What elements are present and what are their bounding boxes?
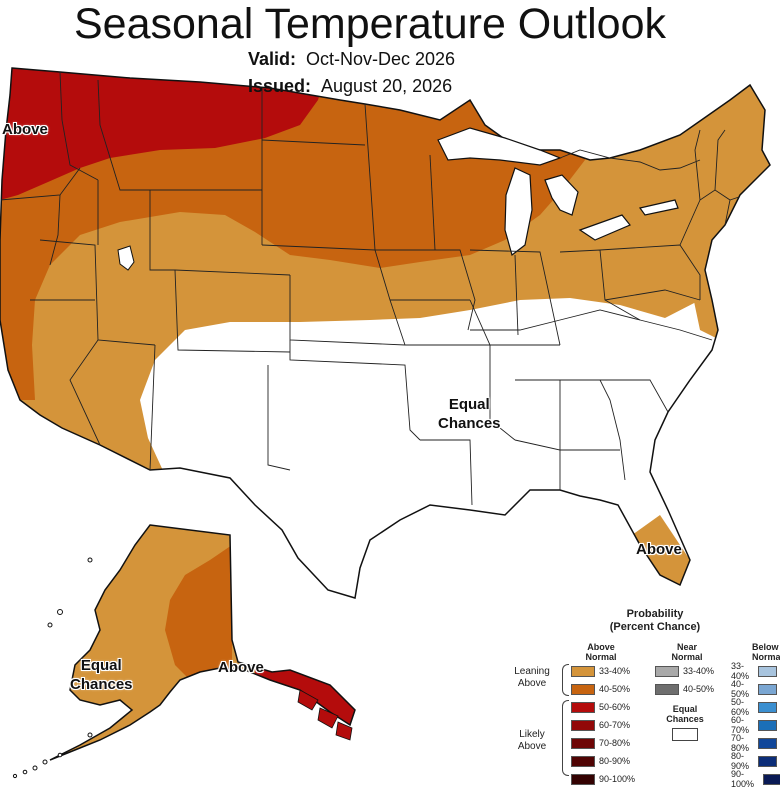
legend-above-label: 40-50% [599,684,631,694]
page-title: Seasonal Temperature Outlook [73,0,666,48]
legend-above-row: 60-70% [571,719,630,731]
legend-near-header: Near Normal [671,642,703,662]
legend-above-swatch [571,665,595,677]
legend-above-swatch [571,701,595,713]
map-label-above-alaska: Above [218,659,264,676]
legend-above-swatch [571,719,595,731]
legend-below-swatch [758,683,778,695]
valid-label: Valid: [248,49,297,69]
legend-below-label: 70-80% [731,733,750,753]
legend-above-swatch [571,773,595,785]
legend-near-swatch [655,665,679,677]
legend-below-row: 70-80% [731,733,780,753]
legend-near-swatch [655,683,679,695]
legend-above-label: 60-70% [599,720,631,730]
map-label-above-florida: Above [636,541,682,558]
legend-near-row: 33-40% [655,665,714,677]
legend-above-swatch [571,737,595,749]
legend-below-row: 80-90% [731,751,780,771]
legend-near-label: 40-50% [683,684,715,694]
legend-title: Probability (Percent Chance) [609,608,701,633]
legend-above-header: Above Normal [585,642,617,662]
legend-equal-chances-swatch [672,728,698,741]
legend-below-label: 50-60% [731,697,750,717]
legend-below-swatch [758,755,778,767]
legend-below-swatch [758,665,778,677]
legend-above-label: 33-40% [599,666,631,676]
legend-above-swatch [571,755,595,767]
legend-below-label: 90-100% [731,769,755,789]
map-label-equal-chances-alaska: Equal Chances [70,657,133,693]
issued-label: Issued: [248,76,312,96]
legend-below-label: 40-50% [731,679,750,699]
legend-brace-leaning [562,664,569,696]
legend-below-swatch [758,737,778,749]
legend-below-swatch [758,701,778,713]
legend-above-row: 50-60% [571,701,630,713]
valid-value: Oct-Nov-Dec 2026 [306,49,456,69]
map-label-above-northwest: Above [2,121,48,138]
valid-line: Valid: Oct-Nov-Dec 2026 [248,49,455,70]
legend-below-swatch [758,719,778,731]
legend-near-label: 33-40% [683,666,715,676]
legend-leaning-above: Leaning Above [514,666,550,689]
map-label-equal-chances: Equal Chances [438,396,501,432]
legend-below-row: 40-50% [731,679,780,699]
issued-value: August 20, 2026 [321,76,453,96]
legend-below-row: 60-70% [731,715,780,735]
legend-below-label: 80-90% [731,751,750,771]
legend-below-label: 60-70% [731,715,750,735]
issued-line: Issued: August 20, 2026 [248,76,452,97]
legend-below-row: 90-100% [731,769,780,789]
legend-above-row: 70-80% [571,737,630,749]
legend-below-row: 33-40% [731,661,780,681]
legend-above-label: 90-100% [599,774,636,784]
legend-above-row: 90-100% [571,773,635,785]
legend-below-swatch [762,773,780,785]
legend-brace-likely [562,700,569,776]
legend-below-row: 50-60% [731,697,780,717]
legend-above-row: 80-90% [571,755,630,767]
legend-above-row: 40-50% [571,683,630,695]
legend-above-label: 80-90% [599,756,631,766]
legend-below-header: Below Normal [752,642,780,662]
legend-below-label: 33-40% [731,661,750,681]
legend-likely-above: Likely Above [517,729,547,752]
legend-near-row: 40-50% [655,683,714,695]
legend-above-swatch [571,683,595,695]
probability-legend: Probability (Percent Chance) Above Norma… [505,608,780,789]
legend-above-label: 70-80% [599,738,631,748]
legend-above-row: 33-40% [571,665,630,677]
legend-above-label: 50-60% [599,702,631,712]
legend-equal-chances-label: Equal Chances [666,704,704,724]
